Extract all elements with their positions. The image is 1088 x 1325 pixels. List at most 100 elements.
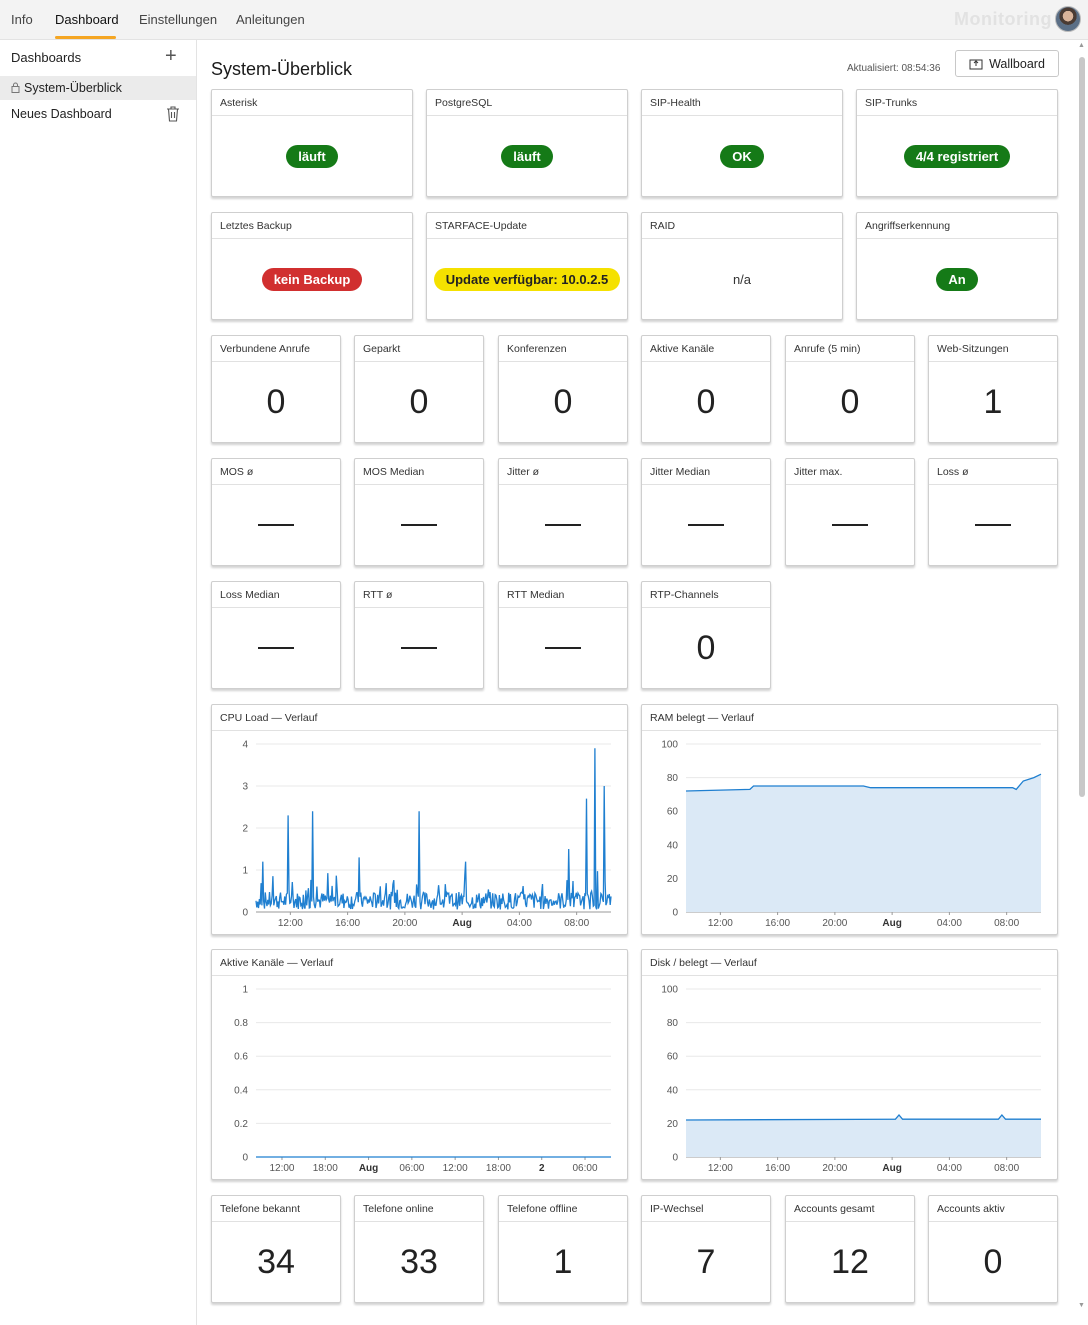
metric-value: 34 [257,1242,295,1281]
y-tick-label: 0 [242,908,248,919]
x-tick-label: 16:00 [765,1163,790,1174]
metric-value: 0 [983,1242,1003,1281]
status-badge: OK [720,144,764,168]
x-tick-label: 12:00 [278,918,303,929]
metric-value: 0 [553,382,573,421]
chart-card-cpu-load-verlauf: CPU Load — Verlauf 0 1 2 3 4 12:00 16:00 20:00 Au… [211,704,628,935]
tile-body: läuft [212,116,412,196]
tab-anleitungen[interactable]: Anleitungen [236,12,305,27]
sidebar-item-label: Neues Dashboard [11,107,112,121]
export-icon [969,59,983,69]
metric-tile-telefone-offline: Telefone offline 1 [498,1195,628,1303]
x-tick-label: 20:00 [822,1163,847,1174]
status-badge: läuft [501,144,553,168]
tile-title: RAM belegt — Verlauf [642,705,1057,731]
metric-tile-web-sitzungen: Web-Sitzungen 1 [928,335,1058,443]
scroll-down-icon[interactable]: ▼ [1078,1302,1085,1309]
tile-title: RTT Median [499,582,627,608]
tab-info[interactable]: Info [11,12,33,27]
tile-body: 7 [642,1222,770,1302]
y-tick-label: 0 [672,908,678,919]
status-tile-angriffserkennung: Angriffserkennung An [856,212,1058,320]
tile-body: 1 [499,1222,627,1302]
y-tick-label: 1 [242,985,248,996]
trash-icon[interactable] [165,105,181,123]
metric-tile-loss: Loss ø [928,458,1058,566]
x-tick-label: 06:00 [573,1163,598,1174]
x-tick-label: 08:00 [564,918,589,929]
x-tick-label: 08:00 [994,918,1019,929]
empty-value-dash [401,647,437,649]
tile-title: Telefone bekannt [212,1196,340,1222]
metric-tile-aktive-kanäle: Aktive Kanäle 0 [641,335,771,443]
metric-value: 1 [983,382,1003,421]
y-tick-label: 100 [661,985,678,996]
tile-body: n/a [642,239,842,319]
status-badge: n/a [732,271,752,287]
metric-tile-accounts-aktiv: Accounts aktiv 0 [928,1195,1058,1303]
y-tick-label: 40 [667,1085,679,1096]
chart-card-disk-belegt-verlauf: Disk / belegt — Verlauf 0 20 40 60 80 100 12:00… [641,949,1058,1180]
status-tile-sip-health: SIP-Health OK [641,89,843,197]
y-tick-label: 0 [242,1153,248,1164]
tile-body [355,608,483,688]
x-tick-label: 06:00 [399,1163,424,1174]
tile-body [212,608,340,688]
tile-title: Accounts aktiv [929,1196,1057,1222]
empty-value-dash [258,647,294,649]
tile-title: SIP-Trunks [857,90,1057,116]
tile-body: 0 [212,362,340,442]
tile-title: CPU Load — Verlauf [212,705,627,731]
tile-title: STARFACE-Update [427,213,627,239]
x-tick-label: Aug [452,918,471,929]
metric-value: 0 [840,382,860,421]
metric-tile-accounts-gesamt: Accounts gesamt 12 [785,1195,915,1303]
chart-svg: 0 0.2 0.4 0.6 0.8 1 12:00 18:00 Aug 06:00 12:00 18:… [234,985,611,1174]
sidebar: Dashboards + System-Überblick Neues Dash… [0,40,197,1325]
tab-einstellungen[interactable]: Einstellungen [139,12,218,27]
y-tick-label: 2 [242,824,248,835]
y-tick-label: 0 [672,1153,678,1164]
tile-title: MOS Median [355,459,483,485]
metric-tile-mos: MOS ø [211,458,341,566]
user-avatar[interactable] [1055,6,1081,32]
sidebar-title: Dashboards [11,50,82,65]
scrollbar-thumb[interactable] [1079,57,1085,797]
x-tick-label: 04:00 [937,1163,962,1174]
series-line [685,773,1042,792]
metric-tile-rtp-channels: RTP-Channels 0 [641,581,771,689]
sidebar-item-system-ueberblick[interactable]: System-Überblick [0,76,196,100]
status-tile-postgresql: PostgreSQL läuft [426,89,628,197]
tile-body: 0 0.2 0.4 0.6 0.8 1 12:00 18:00 Aug 06:00 12:00 18:… [212,976,627,1179]
wallboard-label: Wallboard [989,56,1045,71]
x-tick-label: 12:00 [708,1163,733,1174]
x-tick-label: Aug [882,1163,901,1174]
tile-body: kein Backup [212,239,412,319]
tile-body: 0 [642,608,770,688]
metric-value: 0 [409,382,429,421]
tile-title: MOS ø [212,459,340,485]
y-tick-label: 20 [667,1119,679,1130]
tile-title: Angriffserkennung [857,213,1057,239]
add-dashboard-button[interactable]: + [165,45,177,67]
tile-body: 33 [355,1222,483,1302]
metric-value: 7 [696,1242,716,1281]
chart-svg: 0 20 40 60 80 100 12:00 16:00 20:00 Aug 04:00 08:00 [661,740,1042,929]
status-badge: An [936,267,978,291]
metric-tile-geparkt: Geparkt 0 [354,335,484,443]
tile-title: PostgreSQL [427,90,627,116]
status-tile-letztes-backup: Letztes Backup kein Backup [211,212,413,320]
tile-body: 12 [786,1222,914,1302]
y-tick-label: 80 [667,773,679,784]
scroll-up-icon[interactable]: ▲ [1078,42,1085,49]
sidebar-item-neues-dashboard[interactable]: Neues Dashboard [0,102,196,126]
top-navigation: Info Dashboard Einstellungen Anleitungen… [0,0,1088,40]
metric-value: 12 [831,1242,869,1281]
metric-tile-telefone-online: Telefone online 33 [354,1195,484,1303]
tab-dashboard[interactable]: Dashboard [55,12,119,27]
tile-title: Aktive Kanäle [642,336,770,362]
wallboard-button[interactable]: Wallboard [955,50,1059,77]
scrollbar[interactable]: ▲ ▼ [1078,42,1086,1312]
chart-svg: 0 20 40 60 80 100 12:00 16:00 20:00 Aug 04:00 08:00 [661,985,1041,1174]
chart-card-ram-belegt-verlauf: RAM belegt — Verlauf 0 20 40 60 80 100 12:00 16:… [641,704,1058,935]
